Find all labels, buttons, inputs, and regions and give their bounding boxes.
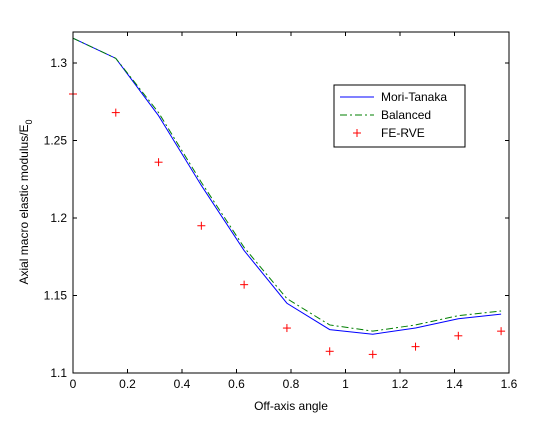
point-fe-rve <box>497 327 506 336</box>
point-fe-rve <box>111 108 120 117</box>
x-tick-label: 1 <box>342 377 349 391</box>
series-line-balanced <box>72 37 502 332</box>
x-tick-label: 1.6 <box>501 377 518 391</box>
x-tick-label: 0.4 <box>174 377 191 391</box>
y-tick-label: 1.25 <box>44 134 68 148</box>
legend-box <box>333 84 466 148</box>
y-tick-label: 1.2 <box>50 211 67 225</box>
point-fe-rve <box>240 280 249 289</box>
y-tick-label: 1.15 <box>44 289 68 303</box>
legend-label-balanced: Balanced <box>381 108 431 122</box>
x-tick-label: 0.6 <box>228 377 245 391</box>
ticks-layer: 0 0.2 0.4 0.6 0.8 1 1.2 1.4 1.6 1.1 1.15 1.2 1.25 1.3 <box>44 32 518 391</box>
series-layer <box>69 37 506 359</box>
point-fe-rve <box>368 350 377 359</box>
series-line-mori-tanaka <box>72 37 502 335</box>
y-tick-label: 1.1 <box>50 366 67 380</box>
legend-swatch-fe-rve <box>353 129 361 137</box>
x-tick-label: 1.2 <box>392 377 409 391</box>
legend: Mori-Tanaka Balanced FE-RVE <box>333 84 466 148</box>
x-tick-label: 0 <box>70 377 77 391</box>
y-axis-label-main: Axial macro elastic modulus/E <box>17 124 31 284</box>
point-fe-rve <box>411 342 420 351</box>
point-fe-rve <box>454 331 463 340</box>
x-tick-label: 0.2 <box>119 377 136 391</box>
y-tick-label: 1.3 <box>50 56 67 70</box>
point-fe-rve <box>154 158 163 167</box>
x-tick-label: 0.8 <box>283 377 300 391</box>
point-fe-rve <box>325 347 334 356</box>
y-axis-label: Axial macro elastic modulus/E0 <box>17 119 34 284</box>
point-fe-rve <box>197 221 206 230</box>
legend-label-mori-tanaka: Mori-Tanaka <box>381 90 447 104</box>
x-tick-label: 1.4 <box>446 377 463 391</box>
point-fe-rve <box>282 324 291 333</box>
x-axis-label: Off-axis angle <box>254 399 328 413</box>
legend-label-fe-rve: FE-RVE <box>381 126 425 140</box>
y-axis-label-subscript: 0 <box>24 119 34 124</box>
